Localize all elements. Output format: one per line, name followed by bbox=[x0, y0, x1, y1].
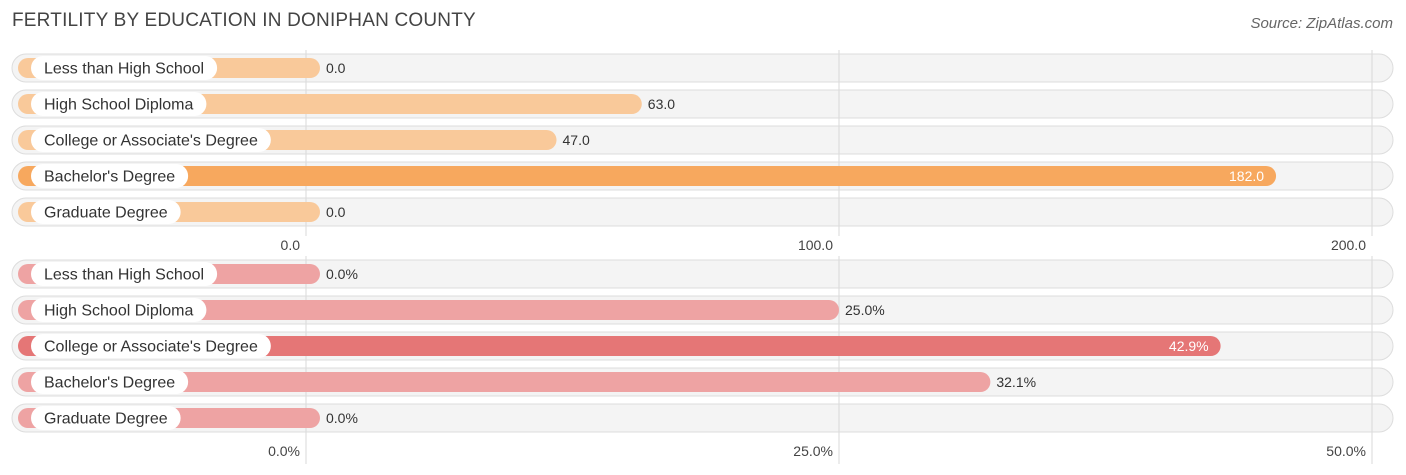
category-label-pill bbox=[31, 334, 271, 358]
value-label: 0.0 bbox=[326, 60, 346, 76]
category-label-pill bbox=[31, 370, 189, 394]
category-label: Graduate Degree bbox=[44, 205, 168, 222]
category-label: Graduate Degree bbox=[44, 411, 168, 428]
tick-label: 200.0 bbox=[1331, 237, 1366, 253]
value-label: 47.0 bbox=[563, 132, 590, 148]
category-label: High School Diploma bbox=[44, 303, 194, 320]
value-label: 0.0 bbox=[326, 204, 346, 220]
category-label: High School Diploma bbox=[44, 97, 194, 114]
bar[interactable] bbox=[18, 300, 839, 320]
category-label: Bachelor's Degree bbox=[44, 169, 175, 186]
tick-label: 25.0% bbox=[793, 443, 833, 459]
category-label-pill bbox=[31, 92, 207, 116]
value-label: 182.0 bbox=[1229, 168, 1264, 184]
bar[interactable] bbox=[18, 336, 1221, 356]
bar-track bbox=[11, 259, 1394, 289]
source-note: Source: ZipAtlas.com bbox=[1250, 15, 1393, 32]
value-label: 25.0% bbox=[845, 302, 885, 318]
bar[interactable] bbox=[18, 372, 991, 392]
value-label: 32.1% bbox=[996, 374, 1036, 390]
category-label: Bachelor's Degree bbox=[44, 375, 175, 392]
category-label-pill bbox=[31, 164, 189, 188]
category-label-pill bbox=[31, 298, 207, 322]
category-label-pill bbox=[31, 200, 181, 224]
bar-track bbox=[11, 53, 1394, 83]
value-label: 0.0% bbox=[326, 410, 358, 426]
value-label: 0.0% bbox=[326, 266, 358, 282]
value-label: 63.0 bbox=[648, 96, 675, 112]
category-label-pill bbox=[31, 128, 271, 152]
category-label: College or Associate's Degree bbox=[44, 339, 258, 356]
chart-title: FERTILITY BY EDUCATION IN DONIPHAN COUNT… bbox=[12, 10, 476, 31]
category-label-pill bbox=[31, 56, 218, 80]
category-label-pill bbox=[31, 406, 181, 430]
category-label: Less than High School bbox=[44, 61, 204, 78]
category-label: Less than High School bbox=[44, 267, 204, 284]
tick-label: 0.0 bbox=[281, 237, 301, 253]
tick-label: 100.0 bbox=[798, 237, 833, 253]
category-label: College or Associate's Degree bbox=[44, 133, 258, 150]
tick-label: 0.0% bbox=[268, 443, 300, 459]
tick-label: 50.0% bbox=[1326, 443, 1366, 459]
category-label-pill bbox=[31, 262, 218, 286]
bar-track bbox=[11, 197, 1394, 227]
bar[interactable] bbox=[18, 166, 1277, 186]
value-label: 42.9% bbox=[1169, 338, 1209, 354]
bar-track bbox=[11, 403, 1394, 433]
